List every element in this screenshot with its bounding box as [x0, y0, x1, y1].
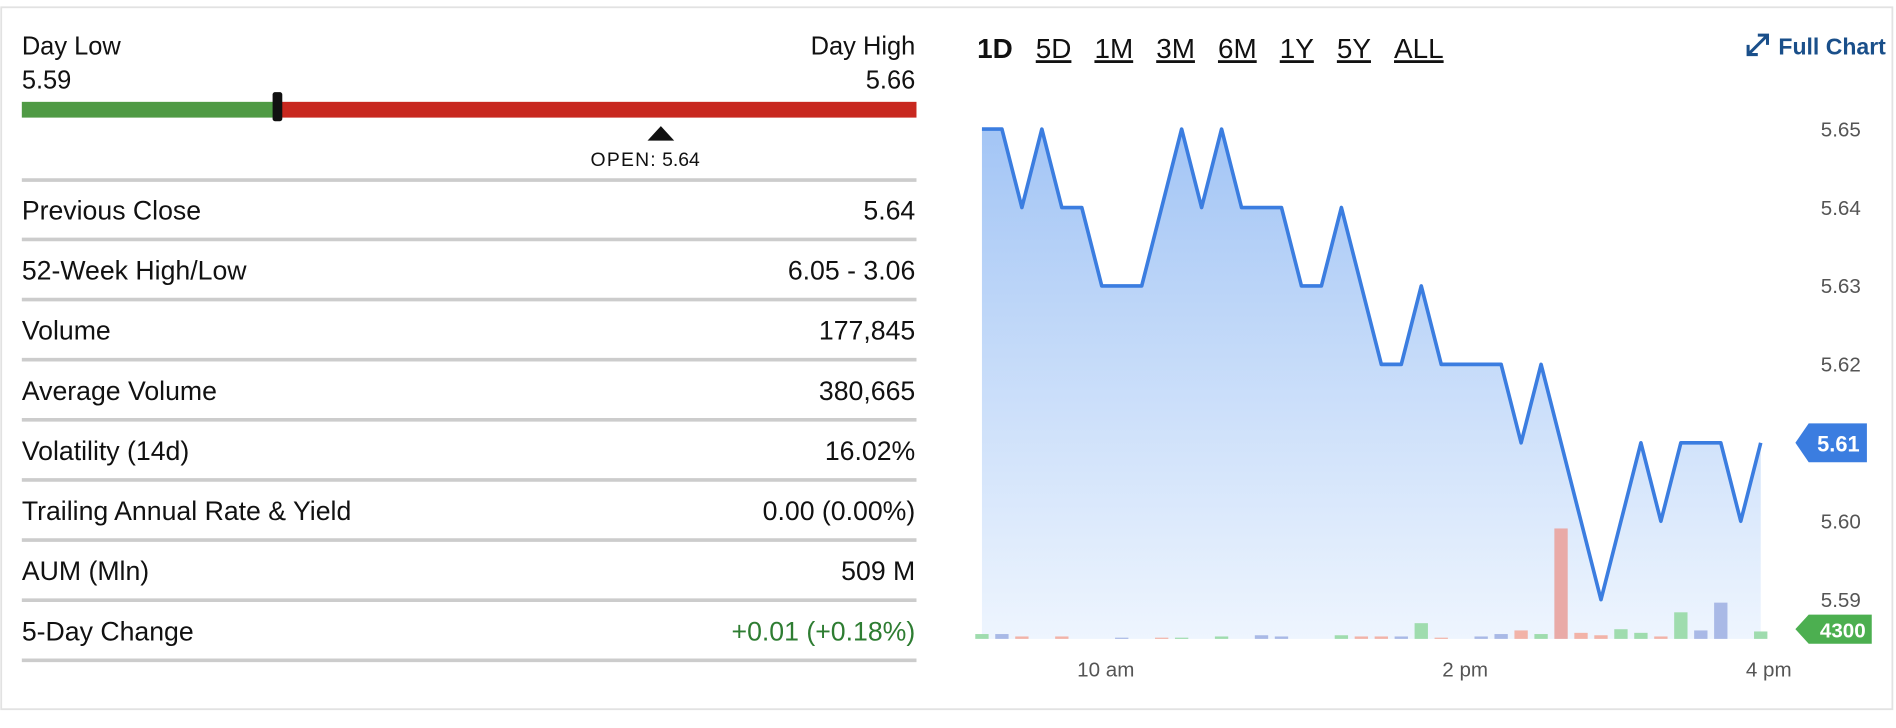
volume-bar — [1374, 636, 1388, 639]
day-low: 5.59 — [22, 67, 72, 95]
volume-bar — [1614, 629, 1628, 639]
y-tick-label: 5.63 — [1821, 275, 1861, 298]
range-button[interactable]: 6M — [1218, 33, 1257, 64]
open-marker — [647, 126, 675, 141]
volume-bar — [1554, 528, 1568, 639]
volume-bar — [1514, 630, 1528, 639]
volume-bar — [1015, 636, 1029, 639]
volume-bar — [1674, 612, 1688, 639]
volume-bar — [1154, 637, 1169, 639]
volume-bar — [1474, 636, 1488, 639]
range-button[interactable]: 3M — [1156, 33, 1195, 64]
volume-bar — [1354, 636, 1369, 639]
range-button[interactable]: 1D — [977, 33, 1013, 64]
stat-label: Trailing Annual Rate & Yield — [22, 496, 351, 526]
stat-value: 177,845 — [819, 316, 915, 346]
frame — [0, 6, 1894, 711]
volume-bar — [1494, 634, 1508, 639]
volume-bar — [1334, 635, 1349, 639]
volume-bar — [1534, 634, 1548, 639]
volume-bar — [1594, 635, 1608, 639]
stat-value: 16.02% — [825, 436, 915, 466]
current-marker — [272, 92, 283, 122]
x-tick-label: 10 am — [1077, 658, 1134, 681]
volume-bar — [1574, 632, 1588, 639]
expand-icon[interactable] — [1746, 33, 1770, 57]
volume-tag — [1795, 614, 1872, 644]
stat-value: 5.64 — [863, 195, 915, 225]
open-label: OPEN: — [591, 149, 657, 171]
stat-value: +0.01 (+0.18%) — [732, 616, 916, 646]
range-high-bar — [277, 101, 917, 118]
stat-label: Volume — [22, 316, 111, 346]
price-tag — [1795, 423, 1867, 463]
price-tag-label: 5.61 — [1817, 431, 1859, 456]
day-high: 5.66 — [866, 67, 916, 95]
volume-bar — [1174, 637, 1189, 639]
volume-bar — [1754, 631, 1768, 639]
volume-bar — [1634, 632, 1648, 639]
range-button[interactable]: 1M — [1094, 33, 1133, 64]
y-tick-label: 5.64 — [1821, 197, 1861, 220]
y-tick-label: 5.59 — [1821, 589, 1861, 612]
range-low-bar — [21, 101, 278, 118]
full-chart-link[interactable]: Full Chart — [1778, 34, 1886, 60]
volume-tag-label: 4300 — [1820, 620, 1866, 643]
price-area — [981, 129, 1761, 639]
stat-value: 380,665 — [819, 376, 915, 406]
stat-label: 5-Day Change — [22, 616, 194, 646]
stat-label: Average Volume — [22, 376, 217, 406]
stat-label: Previous Close — [22, 195, 201, 225]
volume-bar — [1434, 637, 1448, 639]
volume-bar — [1694, 630, 1708, 639]
volume-bar — [1414, 623, 1428, 639]
range-button[interactable]: 5D — [1036, 33, 1072, 64]
volume-bar — [1115, 637, 1129, 639]
stat-value: 6.05 - 3.06 — [788, 256, 915, 286]
stat-label: AUM (Mln) — [22, 556, 149, 586]
volume-bar — [1274, 636, 1289, 639]
volume-bar — [1654, 636, 1668, 639]
day-high-label: Day High — [811, 33, 916, 61]
y-tick-label: 5.62 — [1821, 354, 1861, 377]
range-button[interactable]: 5Y — [1337, 33, 1371, 64]
price-line — [981, 127, 1763, 602]
volume-bar — [995, 634, 1009, 639]
volume-bar — [1254, 635, 1269, 639]
y-tick-label: 5.65 — [1821, 118, 1861, 141]
volume-bar — [1714, 602, 1728, 639]
range-button[interactable]: ALL — [1394, 33, 1444, 64]
stat-value: 509 M — [841, 556, 915, 586]
range-button[interactable]: 1Y — [1280, 33, 1314, 64]
open-value: 5.64 — [662, 149, 700, 171]
volume-bar — [1055, 636, 1069, 639]
day-low-label: Day Low — [22, 33, 122, 61]
stat-label: 52-Week High/Low — [22, 256, 247, 286]
volume-bar — [1394, 636, 1408, 639]
x-tick-label: 2 pm — [1442, 658, 1488, 681]
volume-bar — [975, 634, 989, 639]
volume-bar — [1214, 636, 1229, 639]
x-tick-label: 4 pm — [1746, 658, 1792, 681]
stat-label: Volatility (14d) — [22, 436, 189, 466]
y-tick-label: 5.60 — [1821, 511, 1861, 534]
stat-value: 0.00 (0.00%) — [763, 496, 916, 526]
